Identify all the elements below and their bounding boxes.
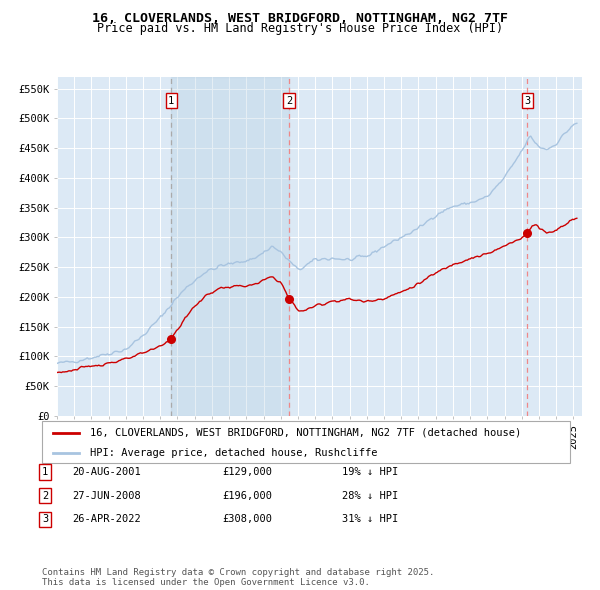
Text: 26-APR-2022: 26-APR-2022 bbox=[72, 514, 141, 524]
Text: £196,000: £196,000 bbox=[222, 491, 272, 500]
Text: 31% ↓ HPI: 31% ↓ HPI bbox=[342, 514, 398, 524]
Bar bbox=[171, 77, 289, 416]
Text: 27-JUN-2008: 27-JUN-2008 bbox=[72, 491, 141, 500]
Text: 19% ↓ HPI: 19% ↓ HPI bbox=[342, 467, 398, 477]
Text: 20-AUG-2001: 20-AUG-2001 bbox=[72, 467, 141, 477]
Text: 28% ↓ HPI: 28% ↓ HPI bbox=[342, 491, 398, 500]
Text: 16, CLOVERLANDS, WEST BRIDGFORD, NOTTINGHAM, NG2 7TF (detached house): 16, CLOVERLANDS, WEST BRIDGFORD, NOTTING… bbox=[89, 428, 521, 438]
Text: Contains HM Land Registry data © Crown copyright and database right 2025.
This d: Contains HM Land Registry data © Crown c… bbox=[42, 568, 434, 587]
Text: £308,000: £308,000 bbox=[222, 514, 272, 524]
Text: 2: 2 bbox=[286, 96, 292, 106]
Text: Price paid vs. HM Land Registry's House Price Index (HPI): Price paid vs. HM Land Registry's House … bbox=[97, 22, 503, 35]
Text: 3: 3 bbox=[524, 96, 530, 106]
Text: 1: 1 bbox=[168, 96, 175, 106]
Text: 2: 2 bbox=[42, 491, 48, 500]
Text: HPI: Average price, detached house, Rushcliffe: HPI: Average price, detached house, Rush… bbox=[89, 448, 377, 457]
Text: 16, CLOVERLANDS, WEST BRIDGFORD, NOTTINGHAM, NG2 7TF: 16, CLOVERLANDS, WEST BRIDGFORD, NOTTING… bbox=[92, 12, 508, 25]
Text: 1: 1 bbox=[42, 467, 48, 477]
Text: £129,000: £129,000 bbox=[222, 467, 272, 477]
Text: 3: 3 bbox=[42, 514, 48, 524]
